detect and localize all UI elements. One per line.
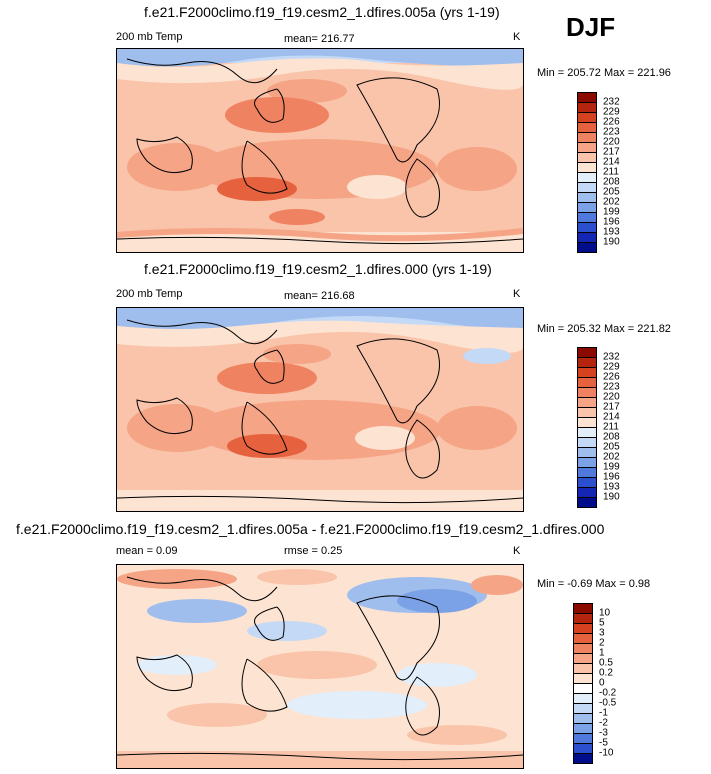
panel3-title: f.e21.F2000climo.f19_f19.cesm2_1.dfires.… bbox=[16, 521, 605, 537]
panel3-minmax: Min = -0.69 Max = 0.98 bbox=[537, 578, 651, 590]
panel1-minmax: Min = 205.72 Max = 221.96 bbox=[537, 67, 671, 79]
panel3-mean-label: mean = 0.09 bbox=[116, 545, 178, 557]
panel2-colorbar-label: 223 bbox=[603, 381, 620, 393]
panel1-colorbar-swatch bbox=[577, 242, 597, 253]
panel3-colorbar-label: -0.2 bbox=[599, 687, 617, 699]
panel2-colorbar-label: 202 bbox=[603, 451, 620, 463]
panel2-colorbar-swatch bbox=[577, 497, 597, 508]
panel2-colorbar-label: 226 bbox=[603, 371, 620, 383]
panel1-title: f.e21.F2000climo.f19_f19.cesm2_1.dfires.… bbox=[144, 4, 500, 20]
panel1-colorbar-label: 217 bbox=[603, 146, 620, 158]
panel3-colorbar-swatch bbox=[573, 753, 593, 764]
panel1-field-label: 200 mb Temp bbox=[116, 31, 183, 43]
panel3-colorbar-label: -5 bbox=[599, 737, 608, 749]
panel2-colorbar-label: 220 bbox=[603, 391, 620, 403]
panel1-colorbar-label: 211 bbox=[603, 166, 619, 178]
panel1-map bbox=[116, 48, 524, 253]
panel2-colorbar-label: 229 bbox=[603, 361, 620, 373]
panel3-map bbox=[116, 564, 524, 769]
panel3-colorbar-label: 5 bbox=[599, 617, 605, 629]
panel2-title: f.e21.F2000climo.f19_f19.cesm2_1.dfires.… bbox=[144, 261, 492, 277]
panel1-colorbar-label: 202 bbox=[603, 196, 620, 208]
panel2-colorbar-label: 199 bbox=[603, 461, 620, 473]
panel1-colorbar-label: 208 bbox=[603, 176, 620, 188]
panel1-colorbar-label: 214 bbox=[603, 156, 620, 168]
panel1-colorbar-label: 190 bbox=[603, 236, 620, 248]
panel2-units-label: K bbox=[513, 288, 521, 300]
panel1-colorbar-label: 196 bbox=[603, 216, 620, 228]
panel2-mean-label: mean= 216.68 bbox=[284, 290, 355, 302]
panel3-colorbar-label: 0.2 bbox=[599, 667, 613, 679]
panel3-units-label: K bbox=[513, 545, 521, 557]
panel3-colorbar-label: 3 bbox=[599, 627, 605, 639]
panel3-colorbar-label: 1 bbox=[599, 647, 605, 659]
panel3-colorbar-label: 0.5 bbox=[599, 657, 613, 669]
panel1-colorbar-label: 199 bbox=[603, 206, 620, 218]
panel3-colorbar-label: 2 bbox=[599, 637, 605, 649]
panel2-field-label: 200 mb Temp bbox=[116, 288, 183, 300]
panel2-map bbox=[116, 307, 524, 512]
panel3-colorbar-label: 10 bbox=[599, 607, 611, 619]
panel2-colorbar-label: 211 bbox=[603, 421, 619, 433]
panel1-mean-label: mean= 216.77 bbox=[284, 33, 355, 45]
panel3-colorbar: 10 5 3 2 1 0.5 0.2 0 -0.2 -0.5 -1 -2 -3 -5 -10 bbox=[573, 603, 633, 764]
panel1-colorbar-label: 232 bbox=[603, 96, 620, 108]
panel2-colorbar-label: 214 bbox=[603, 411, 620, 423]
season-label: DJF bbox=[566, 12, 616, 42]
panel1-colorbar-label: 205 bbox=[603, 186, 620, 198]
panel3-colorbar-label: -1 bbox=[599, 707, 608, 719]
panel3-colorbar-label: -2 bbox=[599, 717, 608, 729]
panel3-colorbar-label: -0.5 bbox=[599, 697, 617, 709]
panel1-colorbar-label: 223 bbox=[603, 126, 620, 138]
panel3-colorbar-label: 0 bbox=[599, 677, 605, 689]
panel3-rmse-label: rmse = 0.25 bbox=[284, 545, 343, 557]
panel2-colorbar-label: 232 bbox=[603, 351, 620, 363]
panel2-colorbar-label: 190 bbox=[603, 491, 620, 503]
panel2-colorbar-label: 205 bbox=[603, 441, 620, 453]
panel2-colorbar: 232 229 226 223 220 217 214 211 208 205 202 199 196 1… bbox=[577, 347, 637, 508]
panel1-colorbar-label: 229 bbox=[603, 106, 620, 118]
panel1-colorbar: 232 229 226 223 220 217 214 211 208 205 202 199 196 1… bbox=[577, 92, 637, 253]
panel3-colorbar-label: -10 bbox=[599, 747, 614, 759]
panel2-colorbar-label: 217 bbox=[603, 401, 620, 413]
panel1-colorbar-label: 193 bbox=[603, 226, 620, 238]
panel2-colorbar-label: 193 bbox=[603, 481, 620, 493]
panel1-units-label: K bbox=[513, 31, 521, 43]
panel3-colorbar-label: -3 bbox=[599, 727, 608, 739]
panel2-minmax: Min = 205.32 Max = 221.82 bbox=[537, 323, 671, 335]
panel2-colorbar-label: 196 bbox=[603, 471, 620, 483]
panel1-colorbar-label: 226 bbox=[603, 116, 620, 128]
panel2-colorbar-label: 208 bbox=[603, 431, 620, 443]
panel1-colorbar-label: 220 bbox=[603, 136, 620, 148]
